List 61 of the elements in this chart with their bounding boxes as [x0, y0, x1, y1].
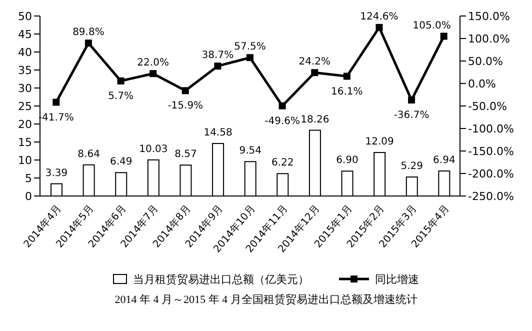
data-label: 9.54 — [239, 146, 262, 157]
data-label: -15.9% — [168, 100, 204, 112]
data-label: 8.57 — [174, 149, 197, 160]
data-label: -49.6% — [264, 116, 300, 127]
data-label: 6.49 — [110, 156, 132, 168]
y-tick-label: 35 — [18, 64, 32, 77]
point — [376, 24, 383, 31]
data-label: 12.09 — [365, 136, 394, 148]
y2-tick-label: -50.0% — [468, 100, 507, 113]
y2-tick-label: -200.0% — [468, 167, 514, 180]
y-tick-label: 30 — [18, 82, 32, 95]
data-label: 6.90 — [336, 155, 358, 166]
y-tick-label: 10 — [18, 154, 32, 167]
data-label: 16.1% — [331, 86, 363, 98]
data-label: 5.29 — [400, 160, 424, 172]
point — [278, 102, 286, 110]
data-label: 22.0% — [137, 58, 169, 69]
data-label: 24.2% — [298, 56, 331, 68]
data-label: 124.6% — [360, 11, 398, 22]
point — [214, 62, 222, 70]
y2-tick-label: 150.0% — [468, 10, 510, 23]
point — [150, 70, 157, 78]
text: 2014 年 4 月～2015 年 4 月全国租赁贸易进出口总额及增速统计 — [114, 292, 418, 307]
point — [84, 40, 92, 47]
data-label: 14.58 — [204, 128, 232, 139]
y-tick-label: 0 — [25, 190, 32, 203]
point — [182, 87, 189, 94]
y-tick-label: 25 — [18, 100, 32, 113]
legend-label: 当月租赁贸易进出口总额（亿美元） — [133, 272, 309, 286]
data-label: 105.0% — [412, 20, 451, 32]
point — [343, 72, 350, 80]
legend-label: 同比增速 — [375, 272, 419, 286]
y2-tick-label: 50.0% — [468, 54, 503, 68]
y2-tick-label: -250.0% — [468, 190, 514, 203]
point — [117, 77, 124, 84]
data-label: -36.7% — [394, 110, 430, 122]
y2-tick-label: 100.0% — [468, 32, 510, 46]
data-label: 89.8% — [72, 27, 104, 38]
point — [408, 96, 416, 104]
y2-tick-label: 0.0% — [468, 77, 496, 90]
y-tick-label: 45 — [18, 28, 32, 41]
y-tick-label: 20 — [18, 118, 32, 131]
y-tick-label: 40 — [18, 46, 32, 59]
point — [440, 32, 448, 40]
data-label: 5.7% — [108, 90, 134, 102]
data-label: 3.39 — [45, 168, 68, 179]
data-label: 57.5% — [234, 42, 266, 53]
point — [311, 69, 318, 76]
data-label: 6.94 — [433, 155, 456, 166]
y-tick-label: 15 — [18, 136, 32, 149]
point — [52, 98, 60, 106]
data-label: 8.64 — [78, 148, 100, 160]
point — [246, 54, 254, 62]
data-label: 6.22 — [272, 158, 294, 169]
y-tick-label: 5 — [25, 172, 32, 185]
data-label: 38.7% — [202, 50, 234, 62]
y2-tick-label: -150.0% — [468, 144, 514, 158]
y-tick-label: 50 — [18, 10, 32, 23]
y2-tick-label: -100.0% — [468, 122, 514, 136]
data-label: 10.03 — [139, 144, 168, 155]
data-label: 18.26 — [300, 114, 330, 126]
